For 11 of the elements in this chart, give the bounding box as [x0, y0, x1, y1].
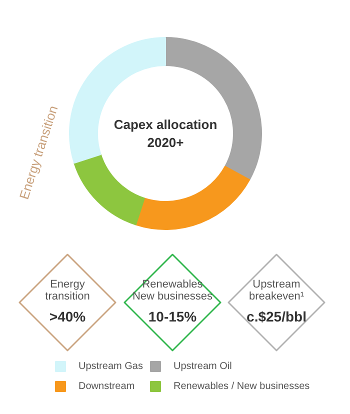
legend-label: Downstream: [78, 381, 135, 392]
legend-label: Renewables / New businesses: [174, 381, 310, 392]
text: Renewables New businesses: [132, 278, 214, 302]
text: c.$25/bbl: [246, 308, 306, 324]
legend-label: Upstream Oil: [174, 361, 232, 372]
text: Upstream breakeven¹: [248, 278, 304, 302]
text: >40%: [49, 308, 86, 324]
text: Energy transition: [45, 278, 90, 302]
text: 10-15%: [148, 308, 198, 324]
legend-label: Upstream Gas: [78, 361, 143, 372]
text: Capex allocation 2020+: [114, 117, 218, 150]
